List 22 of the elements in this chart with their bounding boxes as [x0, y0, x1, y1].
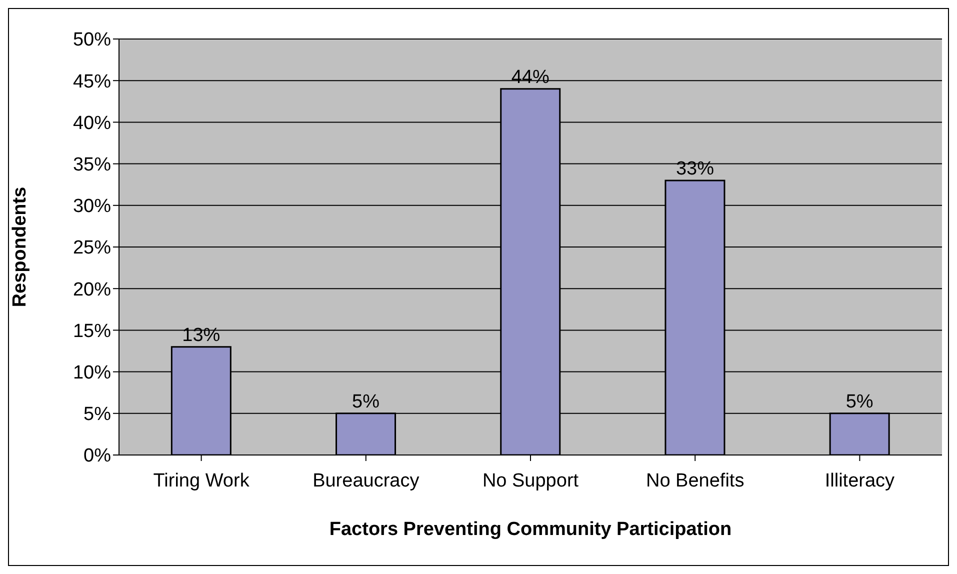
x-tick-label: Bureaucracy [312, 470, 420, 492]
y-tick-label: 10% [72, 362, 112, 384]
data-label: 5% [846, 391, 874, 412]
y-tick-label: 30% [72, 196, 112, 218]
y-tick-label: 25% [72, 238, 112, 259]
y-tick-label: 35% [72, 154, 112, 176]
y-tick-label: 45% [72, 71, 112, 92]
y-axis-title: Respondents [10, 186, 31, 308]
data-label: 13% [182, 324, 220, 346]
x-tick-label: No Benefits [646, 470, 744, 492]
x-axis-title: Factors Preventing Community Participation [329, 519, 732, 540]
y-tick-label: 15% [72, 320, 112, 342]
data-label: 33% [676, 158, 714, 180]
y-tick-label: 20% [72, 279, 112, 300]
y-tick-label: 40% [72, 112, 112, 134]
y-tick-label: 0% [84, 446, 112, 467]
data-label: 5% [352, 391, 380, 412]
x-tick-label: Tiring Work [153, 470, 250, 492]
x-tick-label: Illiteracy [824, 470, 896, 492]
y-tick-label: 50% [72, 30, 112, 51]
y-tick-label: 5% [84, 404, 112, 426]
x-tick-label: No Support [482, 470, 580, 492]
